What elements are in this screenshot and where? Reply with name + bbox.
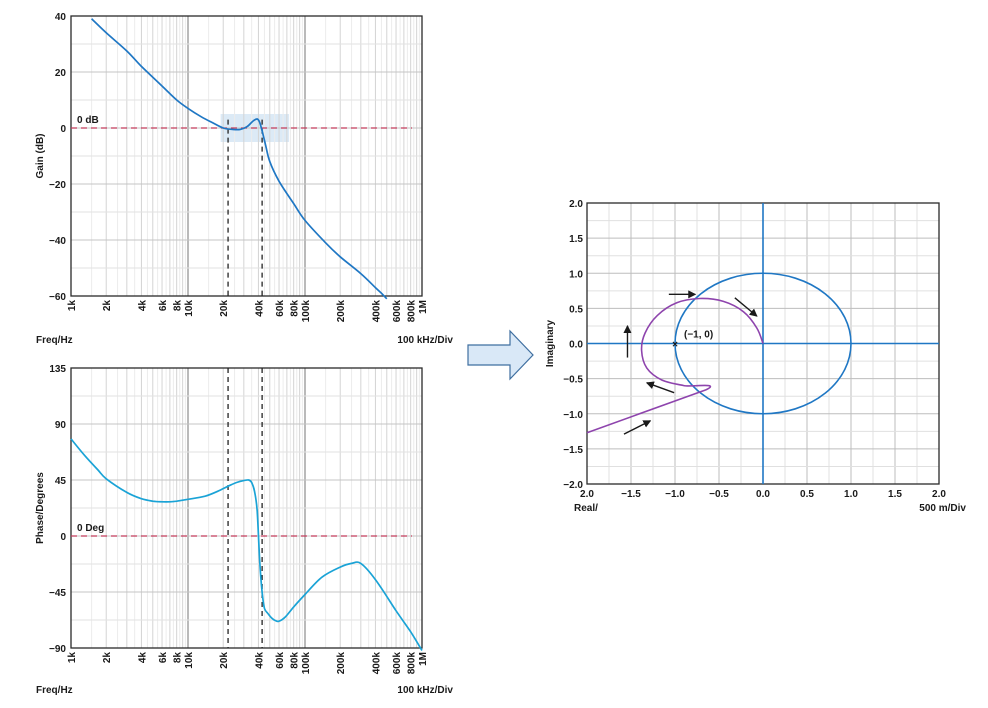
transform-arrow-icon [467,329,534,381]
div-label: 100 kHz/Div [397,685,453,696]
x-tick-label: 40k [254,300,265,317]
y-tick-label: −2.0 [563,480,583,491]
y-tick-label: 135 [49,364,66,375]
y-tick-label: 40 [55,12,67,23]
x-tick-label: 20k [219,652,230,669]
plot-frame [70,367,423,649]
x-tick-label: 0.0 [756,489,770,500]
y-tick-label: 2.0 [569,199,583,210]
x-tick-label: 4k [137,652,148,664]
plot-frame [70,15,423,297]
x-tick-label: 200k [336,300,347,323]
x-tick-label: 0.5 [800,489,814,500]
x-tick-label: 1k [67,652,78,664]
critical-point-marker: × [672,340,678,351]
x-tick-label: 1M [418,652,429,666]
x-tick-label: 800k [407,652,418,675]
reference-label: 0 dB [77,115,99,126]
x-tick-label: 2k [102,300,113,312]
x-axis-label: Freq/Hz [36,335,73,346]
y-tick-label: −45 [49,588,66,599]
x-tick-label: 8k [173,300,184,312]
x-tick-label: 2.0 [580,489,594,500]
y-axis-label: Gain (dB) [35,134,46,179]
y-tick-label: −1.5 [563,445,583,456]
x-tick-label: 20k [219,300,230,317]
x-tick-label: 100k [301,300,312,323]
series-line [91,18,388,300]
y-tick-label: 0.0 [569,340,583,351]
y-tick-label: −60 [49,292,66,303]
y-tick-label: 20 [55,68,67,79]
x-tick-label: 80k [290,652,301,669]
x-tick-label: 10k [184,652,195,669]
x-tick-label: −1.0 [665,489,685,500]
unit-circle [674,272,852,415]
y-tick-label: 45 [55,476,67,487]
critical-point-label: (−1, 0) [684,330,713,341]
y-tick-label: −90 [49,644,66,655]
x-tick-label: 600k [392,652,403,675]
nyquist-curve [586,297,764,434]
div-label: 500 m/Div [919,503,966,514]
y-axis-label: Imaginary [545,319,556,367]
x-tick-label: 400k [371,300,382,323]
x-tick-label: 1k [67,300,78,312]
x-tick-label: 8k [173,652,184,664]
y-tick-label: −0.5 [563,375,583,386]
y-tick-label: 1.5 [569,234,583,245]
x-tick-label: 600k [392,300,403,323]
x-tick-label: 800k [407,300,418,323]
x-tick-label: 6k [158,300,169,312]
y-tick-label: −40 [49,236,66,247]
x-tick-label: 100k [301,652,312,675]
x-tick-label: 6k [158,652,169,664]
x-tick-label: 60k [275,300,286,317]
x-tick-label: 200k [336,652,347,675]
x-tick-label: 1M [418,300,429,314]
y-tick-label: 0.5 [569,304,583,315]
x-axis-label: Freq/Hz [36,685,73,696]
y-tick-label: −1.0 [563,410,583,421]
x-tick-label: 1.0 [844,489,858,500]
x-tick-label: 40k [254,652,265,669]
direction-arrow [645,381,675,394]
div-label: 100 kHz/Div [397,335,453,346]
y-tick-label: 0 [60,532,66,543]
y-tick-label: 0 [60,124,66,135]
y-axis-label: Phase/Degrees [35,472,46,544]
x-tick-label: 2k [102,652,113,664]
y-tick-label: −20 [49,180,66,191]
x-tick-label: 60k [275,652,286,669]
x-tick-label: 4k [137,300,148,312]
x-tick-label: 80k [290,300,301,317]
x-tick-label: 1.5 [888,489,902,500]
direction-arrow [734,297,758,317]
x-tick-label: −0.5 [709,489,729,500]
direction-arrow [623,420,652,435]
reference-label: 0 Deg [77,523,104,534]
y-tick-label: 1.0 [569,269,583,280]
nyquist-chart: ×(−1, 0)2.01.51.00.50.0−0.5−1.0−1.5−2.02… [545,199,966,514]
x-axis-label: Real/ [574,503,598,514]
series-line [70,438,423,651]
x-tick-label: −1.5 [621,489,641,500]
x-tick-label: 10k [184,300,195,317]
x-tick-label: 400k [371,652,382,675]
y-tick-label: 90 [55,420,67,431]
x-tick-label: 2.0 [932,489,946,500]
